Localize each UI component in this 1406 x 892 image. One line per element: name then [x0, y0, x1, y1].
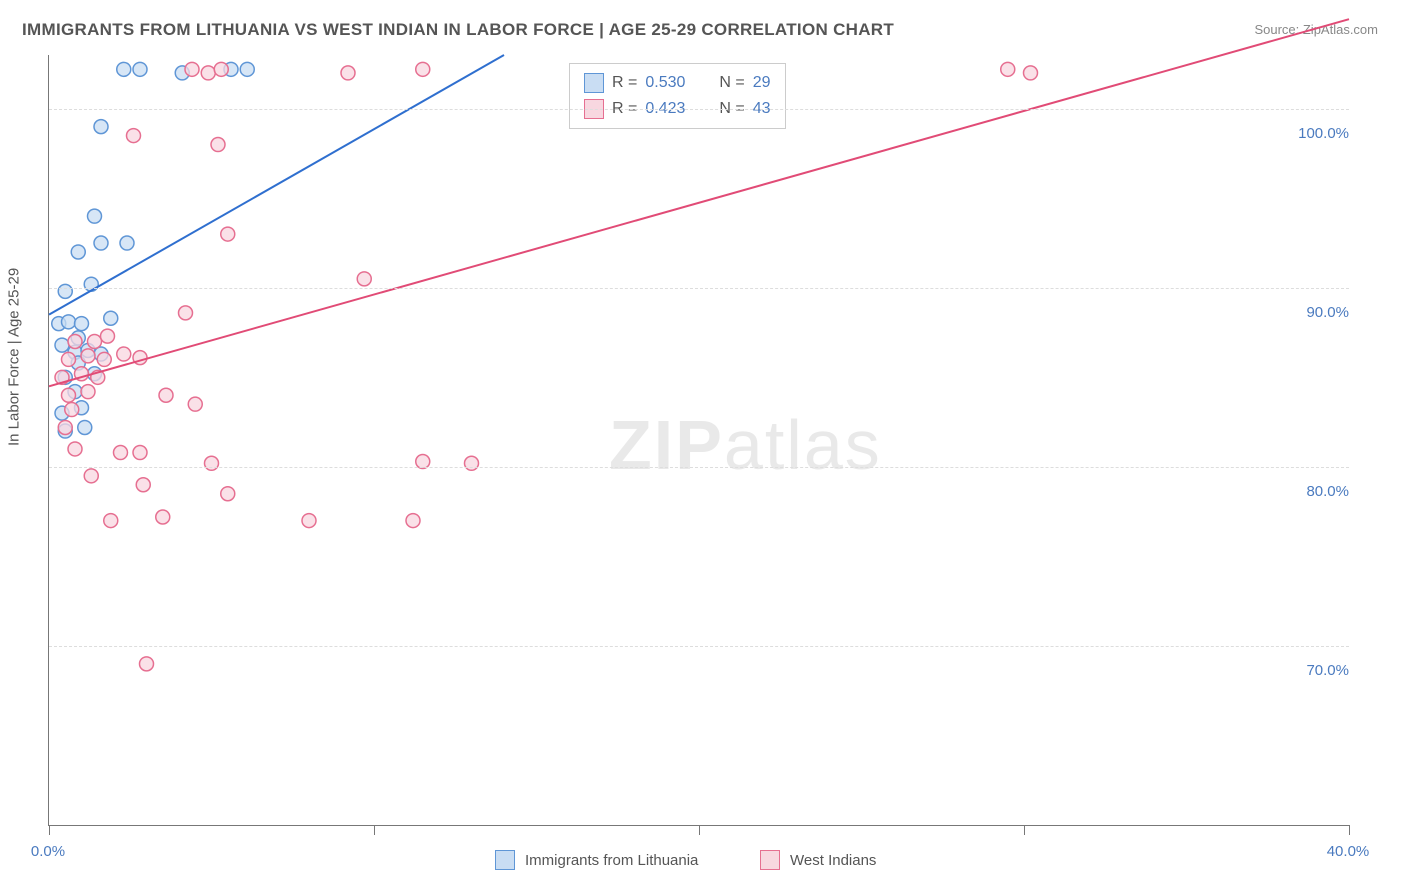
- x-tick-label: 40.0%: [1318, 843, 1378, 860]
- scatter-point: [341, 66, 355, 80]
- scatter-point: [188, 397, 202, 411]
- stats-row: R = 0.530 N = 29: [584, 70, 771, 96]
- scatter-point: [1001, 62, 1015, 76]
- scatter-point: [357, 272, 371, 286]
- scatter-point: [416, 62, 430, 76]
- scatter-point: [62, 315, 76, 329]
- scatter-point: [406, 514, 420, 528]
- scatter-point: [68, 442, 82, 456]
- scatter-point: [65, 403, 79, 417]
- scatter-point: [117, 62, 131, 76]
- scatter-plot-area: ZIPatlas R =0.530N =29R =0.423N =43 70.0…: [48, 55, 1349, 826]
- scatter-point: [55, 338, 69, 352]
- legend-series-label: Immigrants from Lithuania: [525, 852, 698, 869]
- scatter-point: [81, 385, 95, 399]
- gridline: [49, 467, 1349, 468]
- scatter-point: [185, 62, 199, 76]
- scatter-point: [140, 657, 154, 671]
- scatter-point: [214, 62, 228, 76]
- scatter-point: [94, 120, 108, 134]
- scatter-point: [221, 227, 235, 241]
- scatter-point: [71, 245, 85, 259]
- scatter-point: [1024, 66, 1038, 80]
- scatter-point: [179, 306, 193, 320]
- scatter-point: [120, 236, 134, 250]
- chart-title: IMMIGRANTS FROM LITHUANIA VS WEST INDIAN…: [22, 20, 894, 40]
- y-axis-label: In Labor Force | Age 25-29: [6, 268, 23, 446]
- gridline: [49, 288, 1349, 289]
- scatter-point: [104, 311, 118, 325]
- series-legend-west-indians: West Indians: [760, 850, 876, 870]
- scatter-point: [201, 66, 215, 80]
- plot-svg: [49, 55, 1349, 825]
- scatter-point: [78, 420, 92, 434]
- scatter-point: [114, 446, 128, 460]
- scatter-point: [62, 352, 76, 366]
- scatter-point: [58, 284, 72, 298]
- scatter-point: [88, 209, 102, 223]
- scatter-point: [58, 420, 72, 434]
- scatter-point: [84, 469, 98, 483]
- x-tick: [1349, 825, 1350, 835]
- y-tick-label: 90.0%: [1289, 304, 1349, 321]
- scatter-point: [84, 277, 98, 291]
- correlation-stats-legend: R =0.530N =29R =0.423N =43: [569, 63, 786, 129]
- scatter-point: [465, 456, 479, 470]
- scatter-point: [81, 349, 95, 363]
- regression-line: [49, 55, 504, 315]
- series-legend-lithuania: Immigrants from Lithuania: [495, 850, 698, 870]
- scatter-point: [136, 478, 150, 492]
- source-attribution: Source: ZipAtlas.com: [1254, 22, 1378, 37]
- y-tick-label: 70.0%: [1289, 662, 1349, 679]
- scatter-point: [127, 129, 141, 143]
- gridline: [49, 109, 1349, 110]
- scatter-point: [62, 388, 76, 402]
- y-tick-label: 100.0%: [1289, 125, 1349, 142]
- stat-r-label: R =: [612, 74, 637, 92]
- scatter-point: [88, 335, 102, 349]
- scatter-point: [94, 236, 108, 250]
- scatter-point: [240, 62, 254, 76]
- scatter-point: [205, 456, 219, 470]
- scatter-point: [159, 388, 173, 402]
- x-tick: [699, 825, 700, 835]
- scatter-point: [133, 446, 147, 460]
- scatter-point: [97, 352, 111, 366]
- scatter-point: [211, 138, 225, 152]
- legend-swatch: [584, 73, 604, 93]
- scatter-point: [133, 62, 147, 76]
- x-tick: [49, 825, 50, 835]
- legend-swatch: [760, 850, 780, 870]
- stat-n-label: N =: [719, 74, 744, 92]
- y-tick-label: 80.0%: [1289, 483, 1349, 500]
- legend-series-label: West Indians: [790, 852, 876, 869]
- scatter-point: [117, 347, 131, 361]
- x-tick: [1024, 825, 1025, 835]
- legend-swatch: [495, 850, 515, 870]
- scatter-point: [302, 514, 316, 528]
- stat-r-value: 0.530: [645, 74, 685, 92]
- scatter-point: [156, 510, 170, 524]
- stat-n-value: 29: [753, 74, 771, 92]
- scatter-point: [101, 329, 115, 343]
- scatter-point: [221, 487, 235, 501]
- scatter-point: [68, 335, 82, 349]
- x-tick-label: 0.0%: [18, 843, 78, 860]
- scatter-point: [104, 514, 118, 528]
- x-tick: [374, 825, 375, 835]
- gridline: [49, 646, 1349, 647]
- scatter-point: [75, 317, 89, 331]
